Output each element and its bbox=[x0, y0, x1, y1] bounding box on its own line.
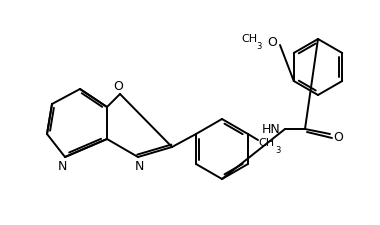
Text: O: O bbox=[267, 36, 277, 49]
Text: 3: 3 bbox=[275, 145, 280, 154]
Text: CH: CH bbox=[241, 34, 257, 44]
Text: CH: CH bbox=[258, 137, 274, 147]
Text: 3: 3 bbox=[256, 42, 261, 51]
Text: N: N bbox=[134, 160, 144, 173]
Text: O: O bbox=[113, 80, 123, 93]
Text: HN: HN bbox=[261, 123, 280, 136]
Text: O: O bbox=[333, 131, 343, 144]
Text: N: N bbox=[57, 160, 66, 173]
